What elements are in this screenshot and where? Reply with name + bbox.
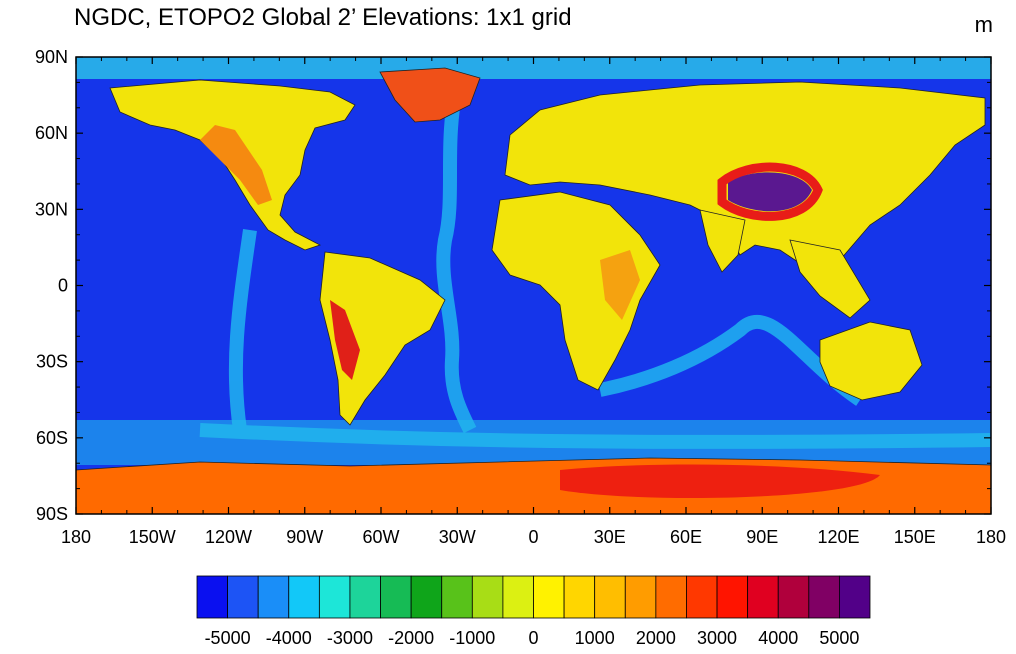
lon-tick-label: 150E <box>894 527 936 547</box>
colorbar-tick-label: -4000 <box>266 628 312 648</box>
colorbar-box <box>380 575 412 619</box>
lon-tick-label: 0 <box>528 527 538 547</box>
colorbar-tick-label: -2000 <box>388 628 434 648</box>
greenland <box>379 67 481 123</box>
lat-tick-label: 30S <box>36 352 68 372</box>
colorbar-tick-label: 5000 <box>819 628 859 648</box>
colorbar-box <box>747 575 779 619</box>
colorbar-boxes <box>196 575 871 619</box>
lon-tick-label: 180 <box>976 527 1006 547</box>
lon-tick-label: 60W <box>362 527 399 547</box>
colorbar-box <box>410 575 443 619</box>
rocky-mountains <box>200 125 272 205</box>
east-antarctic-ice <box>560 464 880 498</box>
colorbar-tick-label: -1000 <box>449 628 495 648</box>
colorbar-labels: -5000 -4000 -3000 -2000 -1000 0 1000 2000 3000 40… <box>205 628 860 648</box>
east-africa-highlands <box>600 250 640 320</box>
units-label: m <box>974 12 993 37</box>
colorbar-tick-label: 1000 <box>575 628 615 648</box>
lon-tick-label: 90E <box>746 527 778 547</box>
colorbar-box <box>533 575 565 619</box>
lat-tick-label: 0 <box>58 276 68 296</box>
colorbar-box <box>502 575 534 619</box>
colorbar-box <box>563 575 596 619</box>
lon-tick-label: 60E <box>670 527 702 547</box>
lon-tick-label: 30E <box>594 527 626 547</box>
south-america <box>319 251 446 426</box>
colorbar-tick-label: 4000 <box>758 628 798 648</box>
colorbar-tick-label: 0 <box>528 628 538 648</box>
andes <box>330 300 360 380</box>
colorbar-box <box>196 575 228 619</box>
colorbar-box <box>318 575 351 619</box>
colorbar-box <box>655 575 687 619</box>
lat-tick-label: 90N <box>35 47 68 67</box>
colorbar-tick-label: -5000 <box>205 628 251 648</box>
lat-tick-label: 60N <box>35 123 68 143</box>
southern-ocean-shelf <box>76 420 991 465</box>
lat-tick-label: 90S <box>36 504 68 524</box>
colorbar-box <box>716 575 749 619</box>
colorbar-box <box>839 575 871 619</box>
colorbar-box <box>288 575 320 619</box>
lon-tick-label: 120E <box>817 527 859 547</box>
colorbar-box <box>686 575 718 619</box>
tibetan-plateau <box>728 172 812 212</box>
colorbar-box <box>624 575 657 619</box>
lon-tick-label: 150W <box>129 527 176 547</box>
colorbar-box <box>471 575 504 619</box>
tibet-rim <box>717 162 823 221</box>
colorbar-box <box>227 575 259 619</box>
longitude-axis: 180 150W 120W 90W 60W 30W 0 30E 60E 90E 120E 150E 18… <box>61 57 1006 547</box>
australia <box>819 321 923 401</box>
colorbar-tick-label: 2000 <box>636 628 676 648</box>
lon-tick-label: 90W <box>286 527 323 547</box>
lon-tick-label: 30W <box>439 527 476 547</box>
africa <box>491 191 661 391</box>
map-plot-area <box>76 57 991 514</box>
colorbar-box <box>777 575 810 619</box>
lat-tick-label: 30N <box>35 199 68 219</box>
indian-subcontinent <box>699 209 746 273</box>
map-title: NGDC, ETOPO2 Global 2’ Elevations: 1x1 g… <box>74 4 572 31</box>
lon-tick-label: 120W <box>205 527 252 547</box>
colorbar-box <box>257 575 290 619</box>
latitude-axis: 90N 60N 30N 0 30S 60S 90S <box>35 47 991 524</box>
colorbar-box <box>349 575 381 619</box>
lon-tick-label: 180 <box>61 527 91 547</box>
colorbar-box <box>441 575 473 619</box>
colorbar-box <box>594 575 626 619</box>
southeast-asia <box>789 239 871 319</box>
colorbar-box <box>808 575 840 619</box>
colorbar-tick-label: -3000 <box>327 628 373 648</box>
colorbar-tick-label: 3000 <box>697 628 737 648</box>
lat-tick-label: 60S <box>36 428 68 448</box>
